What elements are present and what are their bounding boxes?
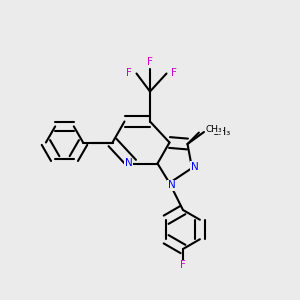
Text: F: F — [147, 57, 153, 68]
Text: F: F — [180, 260, 186, 271]
Text: F: F — [171, 68, 177, 79]
Text: N: N — [168, 180, 176, 190]
Text: N: N — [124, 158, 132, 169]
Text: CH₃: CH₃ — [212, 127, 231, 137]
Text: F: F — [126, 68, 132, 79]
Text: N: N — [191, 161, 199, 172]
Text: CH₃: CH₃ — [206, 124, 222, 134]
